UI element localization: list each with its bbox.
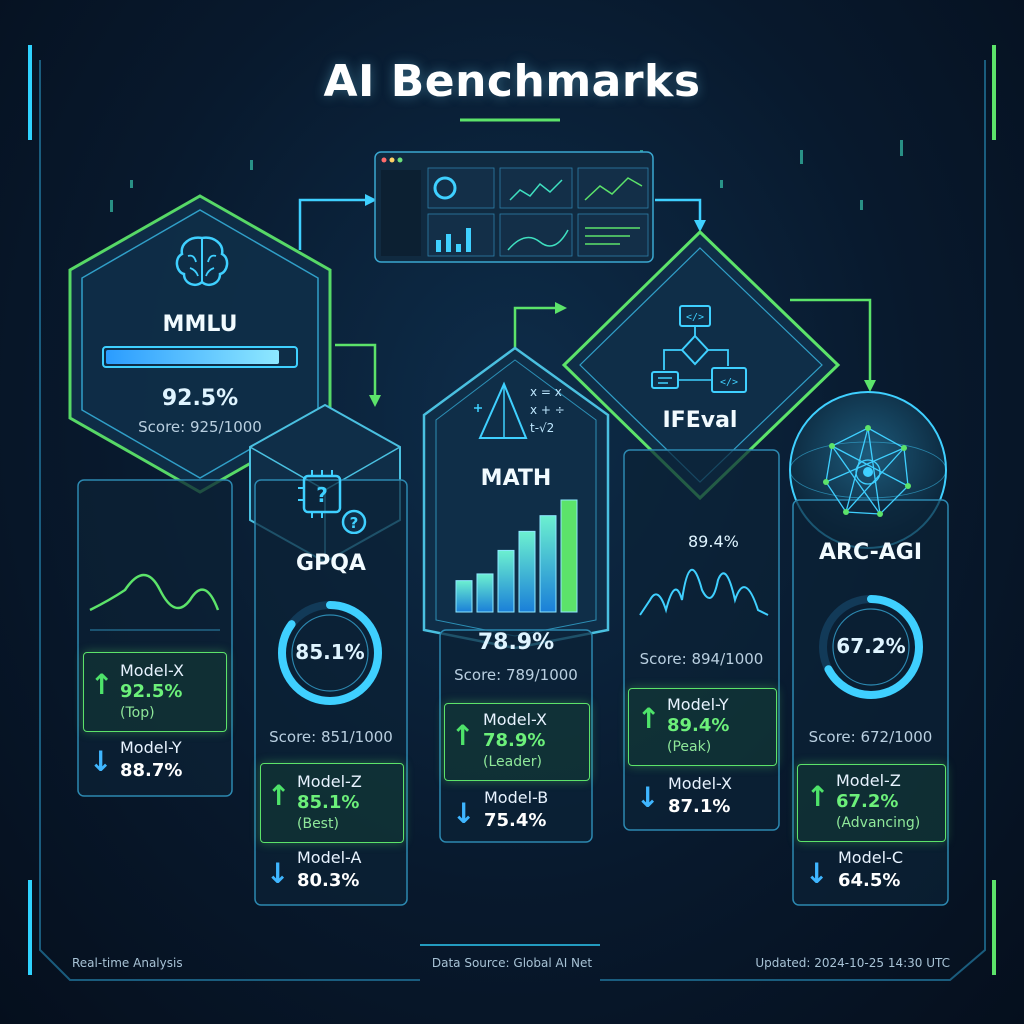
arrow-up-icon: ↑ [90, 668, 114, 701]
dashboard-thumbnail [374, 151, 654, 263]
runner-model: Model-B [484, 788, 549, 807]
progress-track [102, 346, 298, 368]
winner-tag: (Advancing) [836, 815, 921, 831]
mmlu-card[interactable]: MMLU 92.5% Score: 925/1000 [70, 196, 330, 492]
runner-value: 80.3% [297, 870, 360, 891]
winner-box: ↑ Model-X 92.5% (Top) [83, 652, 227, 732]
math-bar [518, 530, 536, 613]
arrow-down-icon: ↓ [452, 797, 476, 830]
benchmark-score: Score: 894/1000 [639, 650, 764, 668]
winner-tag: (Top) [120, 705, 155, 721]
winner-model: Model-Z [297, 772, 362, 791]
arrow-down-icon: ↓ [266, 857, 290, 890]
winner-value: 89.4% [667, 715, 730, 736]
benchmark-score: Score: 789/1000 [454, 666, 578, 684]
peak-label: 89.4% [688, 532, 739, 551]
geometry-icon: x = x x + ÷ t-√2 [474, 381, 565, 439]
benchmark-name: GPQA [296, 551, 366, 576]
footer-right: Updated: 2024-10-25 14:30 UTC [755, 956, 950, 970]
arrow-down-icon: ↓ [805, 857, 829, 890]
benchmark-name: MMLU [162, 312, 238, 337]
runner-value: 88.7% [120, 760, 183, 781]
runner-value: 75.4% [484, 810, 547, 831]
winner-box: ↑ Model-Z 67.2% (Advancing) [797, 764, 946, 842]
math-bar [560, 499, 578, 613]
brain-icon [175, 236, 229, 286]
svg-text:t-√2: t-√2 [530, 421, 554, 435]
runner-model: Model-C [838, 848, 903, 867]
winner-tag: (Leader) [483, 754, 542, 770]
benchmark-score: Score: 925/1000 [138, 418, 262, 436]
winner-tag: (Peak) [667, 739, 712, 755]
winner-model: Model-Z [836, 771, 901, 790]
winner-value: 92.5% [120, 681, 183, 702]
winner-value: 78.9% [483, 730, 546, 751]
flowchart-code-icon: </> </> [651, 305, 747, 393]
svg-text:?: ? [350, 514, 359, 532]
svg-text:?: ? [316, 483, 328, 507]
math-bar [539, 515, 557, 613]
runner-value: 87.1% [668, 796, 731, 817]
math-bar [455, 580, 473, 613]
benchmark-percent: 92.5% [161, 386, 239, 411]
winner-model: Model-X [120, 661, 184, 680]
winner-value: 67.2% [836, 791, 899, 812]
footer-center: Data Source: Global AI Net [431, 956, 593, 970]
progress-ring [278, 601, 382, 705]
progress-ring [819, 595, 923, 699]
winner-model: Model-Y [667, 695, 729, 714]
benchmark-percent: 85.1% [295, 640, 365, 664]
progress-fill [106, 350, 279, 364]
benchmark-name: IFEval [662, 408, 738, 433]
svg-text:</>: </> [686, 312, 704, 323]
svg-text:</>: </> [720, 377, 738, 388]
arrow-down-icon: ↓ [89, 745, 113, 778]
arrow-up-icon: ↑ [267, 779, 291, 812]
runner-value: 64.5% [838, 870, 901, 891]
benchmark-percent: 78.9% [477, 630, 555, 655]
runner-model: Model-A [297, 848, 362, 867]
winner-model: Model-X [483, 710, 547, 729]
math-bar-chart [455, 499, 578, 613]
winner-tag: (Best) [297, 816, 339, 832]
page-title: AI Benchmarks [323, 56, 701, 107]
network-sphere-icon [823, 425, 911, 517]
benchmark-score: Score: 851/1000 [269, 728, 393, 746]
runner-model: Model-X [668, 774, 732, 793]
winner-value: 85.1% [297, 792, 360, 813]
runner-model: Model-Y [120, 738, 182, 757]
winner-box: ↑ Model-Z 85.1% (Best) [260, 763, 404, 843]
benchmark-name: MATH [480, 466, 552, 491]
math-bar [497, 549, 515, 613]
arrow-up-icon: ↑ [451, 719, 475, 752]
arrow-up-icon: ↑ [637, 702, 661, 735]
arrow-down-icon: ↓ [636, 781, 660, 814]
mmlu-hexagon [68, 194, 332, 494]
footer-left: Real-time Analysis [72, 956, 183, 970]
winner-box: ↑ Model-X 78.9% (Leader) [444, 703, 590, 781]
benchmark-percent: 67.2% [836, 634, 906, 658]
winner-box: ↑ Model-Y 89.4% (Peak) [628, 688, 777, 766]
benchmark-name: ARC-AGI [818, 540, 923, 565]
arrow-up-icon: ↑ [806, 780, 830, 813]
benchmark-score: Score: 672/1000 [808, 728, 933, 746]
question-chip-icon: ? ? [298, 470, 367, 534]
svg-text:x = x: x = x [530, 385, 562, 399]
svg-text:x + ÷: x + ÷ [530, 403, 565, 417]
math-bar [476, 573, 494, 613]
